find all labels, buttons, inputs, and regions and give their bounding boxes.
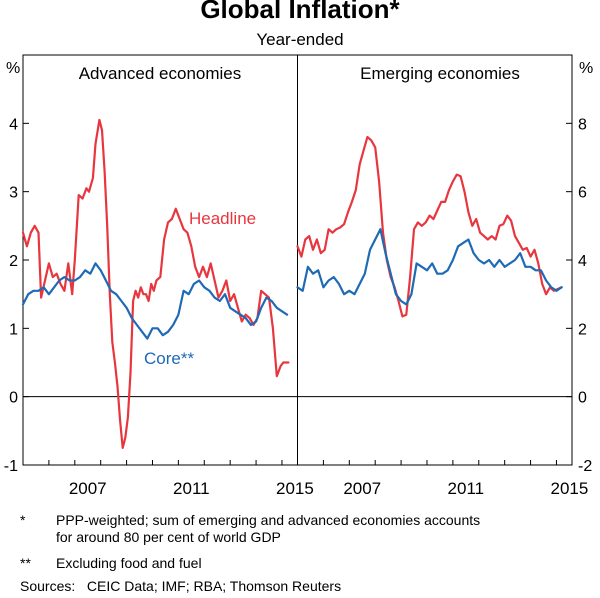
chart-title: Global Inflation* — [200, 0, 400, 24]
footnote-1-line-2: for around 80 per cent of world GDP — [56, 529, 281, 545]
right-axis-unit: % — [579, 60, 593, 77]
x-tick-label: 2015 — [276, 479, 314, 498]
y-tick-label-right: 0 — [578, 390, 587, 407]
y-tick-label-right: 4 — [578, 253, 587, 270]
x-tick-label: 2007 — [343, 479, 381, 498]
y-tick-label-left: 2 — [9, 253, 18, 270]
advanced-core-line — [21, 262, 289, 340]
x-tick-label: 2015 — [550, 479, 588, 498]
y-tick-label-left: 0 — [9, 390, 18, 407]
y-tick-label-left: 4 — [9, 116, 18, 133]
panel-title-advanced: Advanced economies — [79, 64, 242, 83]
chart-subtitle: Year-ended — [256, 30, 344, 49]
x-tick-label: 2011 — [448, 479, 485, 498]
y-tick-label-right: 8 — [578, 116, 587, 133]
y-tick-label-right: -2 — [578, 458, 592, 475]
sources-note: Sources: CEIC Data; IMF; RBA; Thomson Re… — [20, 578, 342, 594]
advanced-headline-line — [21, 118, 290, 449]
chart-area: % % Advanced economies Emerging economie… — [4, 54, 593, 498]
footnote-1-mark: * — [20, 512, 26, 528]
y-tick-label-left: 3 — [9, 185, 18, 202]
headline-series-label: Headline — [189, 209, 256, 228]
footnote-2: ** Excluding food and fuel — [20, 555, 590, 573]
y-tick-label-left: -1 — [4, 458, 18, 475]
x-tick-label: 2011 — [173, 479, 210, 498]
y-tick-label-right: 6 — [578, 185, 587, 202]
emerging-core-line — [296, 228, 563, 306]
y-tick-label-left: 1 — [9, 321, 18, 338]
emerging-headline-line — [296, 135, 563, 318]
footnote-1-line-1: PPP-weighted; sum of emerging and advanc… — [56, 512, 481, 528]
x-tick-label: 2007 — [69, 479, 107, 498]
footnote-2-mark: ** — [20, 555, 31, 571]
left-axis-unit: % — [6, 60, 20, 77]
core-series-label: Core** — [144, 349, 194, 368]
y-tick-label-right: 2 — [578, 321, 587, 338]
footnote-2-line-1: Excluding food and fuel — [56, 555, 202, 571]
footnote-1: * PPP-weighted; sum of emerging and adva… — [20, 512, 590, 548]
panel-title-emerging: Emerging economies — [360, 64, 520, 83]
